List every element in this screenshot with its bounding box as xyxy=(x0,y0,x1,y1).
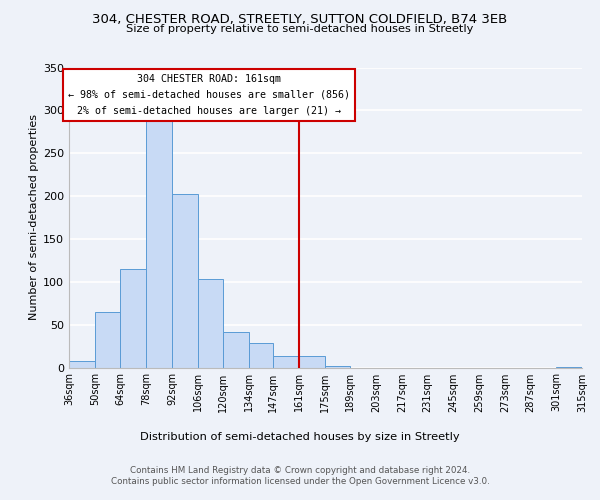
Bar xyxy=(223,332,249,368)
Bar xyxy=(95,312,121,368)
Text: Size of property relative to semi-detached houses in Streetly: Size of property relative to semi-detach… xyxy=(127,24,473,34)
Bar xyxy=(249,342,273,367)
Bar xyxy=(146,119,172,368)
Bar xyxy=(299,356,325,368)
Text: Contains HM Land Registry data © Crown copyright and database right 2024.: Contains HM Land Registry data © Crown c… xyxy=(130,466,470,475)
Bar xyxy=(325,366,350,368)
Bar xyxy=(273,356,299,368)
Text: 304 CHESTER ROAD: 161sqm
← 98% of semi-detached houses are smaller (856)
2% of s: 304 CHESTER ROAD: 161sqm ← 98% of semi-d… xyxy=(68,74,350,116)
Text: Distribution of semi-detached houses by size in Streetly: Distribution of semi-detached houses by … xyxy=(140,432,460,442)
Text: 304, CHESTER ROAD, STREETLY, SUTTON COLDFIELD, B74 3EB: 304, CHESTER ROAD, STREETLY, SUTTON COLD… xyxy=(92,12,508,26)
Y-axis label: Number of semi-detached properties: Number of semi-detached properties xyxy=(29,114,39,320)
Bar xyxy=(69,360,95,368)
Bar xyxy=(121,269,146,368)
Bar xyxy=(172,194,198,368)
Bar xyxy=(198,279,223,368)
Text: Contains public sector information licensed under the Open Government Licence v3: Contains public sector information licen… xyxy=(110,478,490,486)
Bar xyxy=(556,366,582,368)
